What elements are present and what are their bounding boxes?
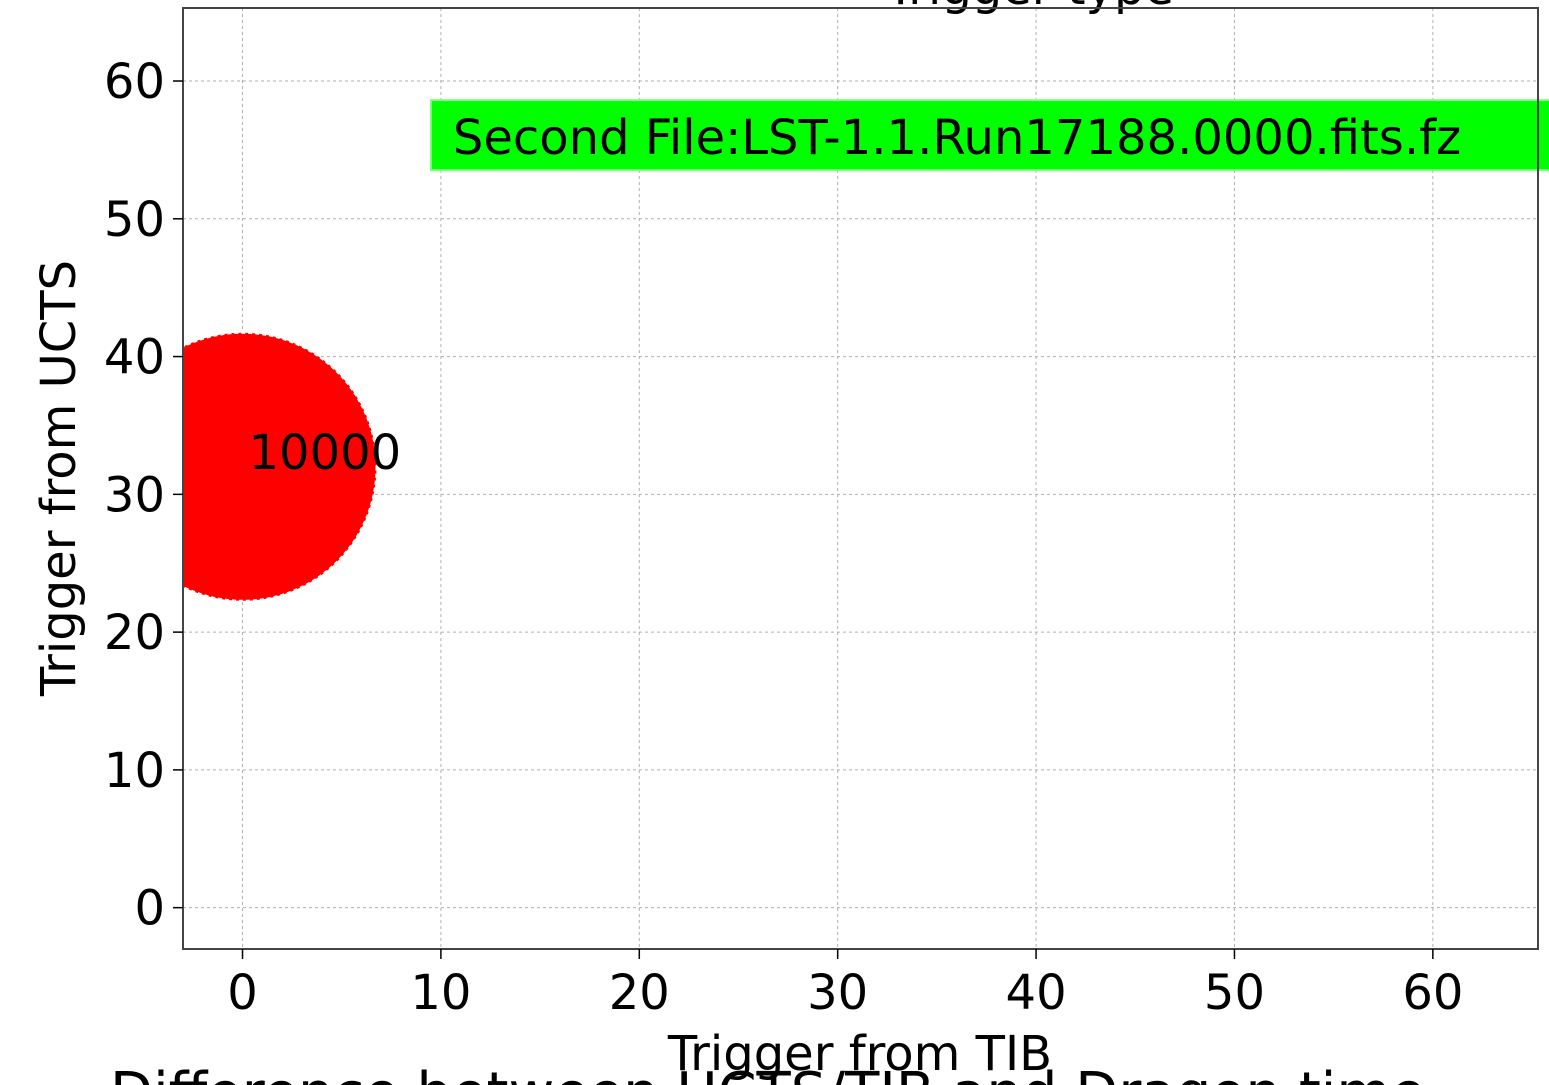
x-tick-label-40: 40 (1006, 965, 1067, 1021)
y-tick-label-30: 30 (104, 467, 165, 523)
annotation: Second File:LST-1.1.Run17188.0000.fits.f… (431, 100, 1549, 170)
y-tick-label-50: 50 (104, 192, 165, 248)
bottom-chart-title: Difference between UCTS/TIB and Dragon t… (110, 1061, 1425, 1085)
y-axis-label: Trigger from UCTS (31, 260, 87, 697)
y-tick-label-0: 0 (134, 881, 165, 937)
x-tick-label-20: 20 (609, 965, 670, 1021)
x-tick-label-10: 10 (410, 965, 471, 1021)
y-tick-label-40: 40 (104, 330, 165, 386)
x-tick-label-60: 60 (1402, 965, 1463, 1021)
annotation-text: Second File:LST-1.1.Run17188.0000.fits.f… (453, 110, 1461, 166)
x-tick-label-50: 50 (1204, 965, 1265, 1021)
x-tick-label-30: 30 (807, 965, 868, 1021)
y-tick-label-20: 20 (104, 605, 165, 661)
x-tick-label-0: 0 (227, 965, 258, 1021)
data-point-label-0: 10000 (249, 425, 402, 481)
y-tick-label-10: 10 (104, 743, 165, 799)
y-tick-label-60: 60 (104, 54, 165, 110)
